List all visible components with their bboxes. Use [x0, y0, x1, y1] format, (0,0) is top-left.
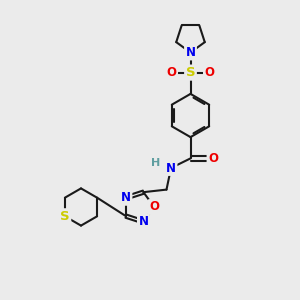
Text: N: N — [166, 161, 176, 175]
Text: O: O — [204, 66, 214, 79]
Text: S: S — [186, 66, 195, 79]
Text: H: H — [152, 158, 160, 169]
Text: O: O — [167, 66, 177, 79]
Text: N: N — [185, 46, 196, 59]
Text: N: N — [138, 215, 148, 228]
Text: O: O — [208, 152, 218, 165]
Text: N: N — [121, 191, 131, 204]
Text: O: O — [149, 200, 159, 214]
Text: S: S — [60, 210, 70, 223]
